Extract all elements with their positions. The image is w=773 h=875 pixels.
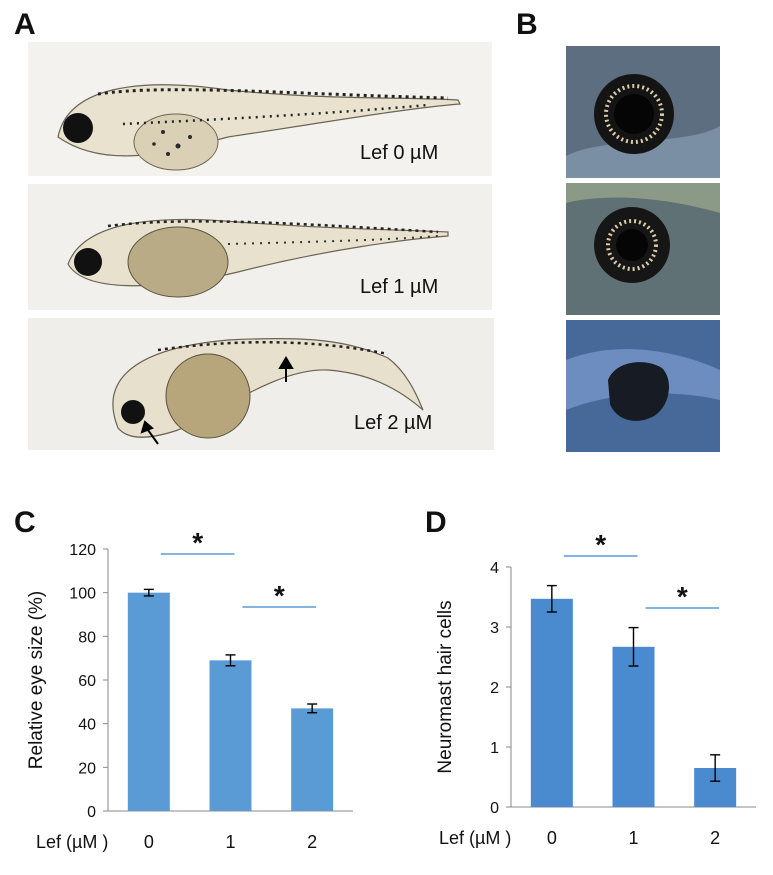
- y-tick-label: 3: [490, 620, 499, 637]
- arrow-icon: [278, 356, 294, 382]
- eye-photo-lef-0: [566, 46, 720, 178]
- bar: [530, 598, 573, 807]
- eye-photo-lef-1: [566, 183, 720, 315]
- chart-c-svg: 0 20 40 60 80 100 120 Relative eye size (%) 0 1 2 L…: [26, 527, 353, 852]
- larva-illustration: [67, 218, 449, 298]
- bar: [209, 660, 252, 811]
- x-tick-label: 2: [710, 828, 720, 848]
- arrow-icon: [140, 420, 159, 445]
- panel-letter-a: A: [14, 8, 36, 41]
- x-tick-label: 2: [307, 832, 317, 852]
- larva-illustration: [57, 84, 461, 171]
- panel-letter-d: D: [425, 506, 447, 539]
- eye-photo-lef-2: [566, 320, 720, 452]
- larva-photo-lef-2: Lef 2 µM: [28, 318, 494, 450]
- larva-illustration: [112, 337, 424, 445]
- x-tick-label: 1: [628, 828, 638, 848]
- y-tick-label: 0: [490, 800, 499, 817]
- y-tick-label: 120: [69, 542, 96, 559]
- y-tick-label: 80: [78, 629, 96, 646]
- bar: [127, 592, 170, 811]
- panel-letter-c: C: [14, 506, 36, 539]
- concentration-label: Lef 0 µM: [360, 142, 439, 164]
- significance-star: *: [677, 581, 688, 612]
- y-tick-label: 20: [78, 760, 96, 777]
- y-tick-label: 4: [490, 560, 499, 577]
- y-tick-label: 40: [78, 717, 96, 734]
- concentration-label: Lef 2 µM: [354, 412, 433, 434]
- eye-illustration: [566, 183, 720, 315]
- chart-d: 0 1 2 3 4 Neuromast hair cells 0 1 2 Lef (µM ) * *: [425, 529, 770, 870]
- y-tick-label: 2: [490, 680, 499, 697]
- x-axis-title: Lef (µM ): [439, 828, 511, 848]
- y-tick-label: 1: [490, 740, 499, 757]
- x-axis-title: Lef (µM ): [36, 832, 108, 852]
- significance-star: *: [595, 529, 606, 560]
- bar: [291, 708, 334, 811]
- significance-star: *: [192, 527, 203, 558]
- concentration-label: Lef 1 µM: [360, 276, 439, 298]
- y-axis-title: Relative eye size (%): [26, 591, 47, 769]
- larva-photo-lef-1: Lef 1 µM: [28, 184, 492, 310]
- y-axis-title: Neuromast hair cells: [435, 600, 456, 773]
- chart-c: 0 20 40 60 80 100 120 Relative eye size (%) 0 1 2 L…: [20, 527, 380, 870]
- y-tick-label: 0: [87, 804, 96, 821]
- x-tick-label: 1: [225, 832, 235, 852]
- x-tick-label: 0: [547, 828, 557, 848]
- larva-photo-lef-0: Lef 0 µM: [28, 42, 492, 176]
- panel-letter-b: B: [516, 8, 538, 41]
- y-tick-label: 100: [69, 586, 96, 603]
- x-tick-label: 0: [144, 832, 154, 852]
- eye-illustration: [566, 320, 720, 452]
- chart-d-svg: 0 1 2 3 4 Neuromast hair cells 0 1 2 Lef (µM ) * *: [435, 529, 756, 848]
- bar: [612, 646, 655, 807]
- eye-illustration: [566, 46, 720, 178]
- y-tick-label: 60: [78, 673, 96, 690]
- significance-star: *: [274, 580, 285, 611]
